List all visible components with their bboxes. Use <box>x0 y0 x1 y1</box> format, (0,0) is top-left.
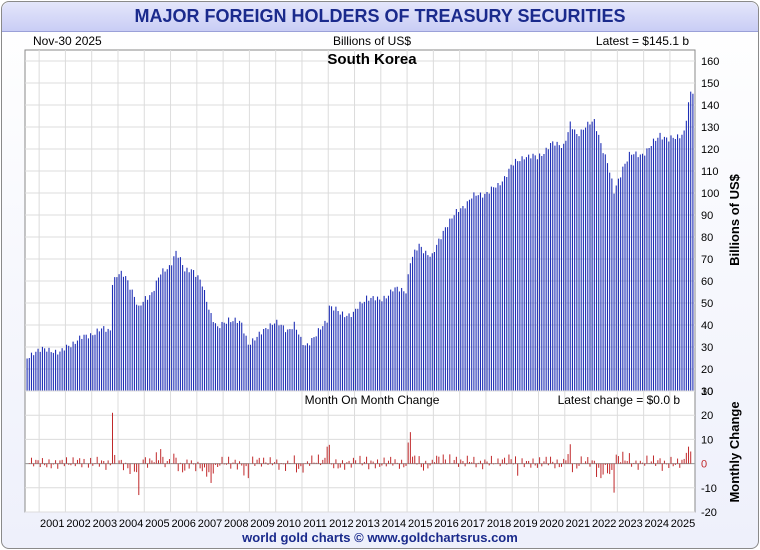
footer-credit: world gold charts © www.goldchartsrus.co… <box>242 530 518 545</box>
x-tick-label: 2011 <box>303 518 327 530</box>
x-tick-label: 2016 <box>434 518 458 530</box>
main-y-tick-label: 50 <box>701 298 713 310</box>
main-y-tick-label: 20 <box>701 364 713 376</box>
x-tick-label: 2005 <box>145 518 169 530</box>
x-tick-label: 2008 <box>224 518 248 530</box>
x-tick-label: 2004 <box>119 518 143 530</box>
x-tick-label: 2010 <box>277 518 301 530</box>
change-y-tick-label: 10 <box>701 434 713 446</box>
change-y-tick-label: 20 <box>701 410 713 422</box>
date-label: Nov-30 2025 <box>33 34 102 48</box>
change-y-tick-label: -10 <box>701 483 717 495</box>
main-y-tick-label: 150 <box>701 78 719 90</box>
change-y-tick-label: -20 <box>701 507 717 519</box>
units-label: Billions of US$ <box>333 34 411 48</box>
x-tick-label: 2002 <box>66 518 90 530</box>
main-y-tick-label: 70 <box>701 254 713 266</box>
change-bars <box>28 412 692 496</box>
main-y-tick-label: 30 <box>701 342 713 354</box>
change-plot-area <box>24 390 696 513</box>
change-y-tick-label: 30 <box>701 386 713 398</box>
main-y-tick-label: 90 <box>701 210 713 222</box>
main-y-tick-label: 40 <box>701 320 713 332</box>
x-tick-label: 2023 <box>618 518 642 530</box>
x-tick-label: 2024 <box>645 518 669 530</box>
main-y-tick-label: 120 <box>701 144 719 156</box>
latest-change-label: Latest change = $0.0 b <box>558 393 681 407</box>
main-y-tick-label: 100 <box>701 188 719 200</box>
x-tick-label: 2015 <box>408 518 432 530</box>
change-y-tick-label: 0 <box>701 459 707 471</box>
main-y-tick-label: 60 <box>701 276 713 288</box>
change-y-axis-ticks: -20 -10 0 10 20 30 <box>701 386 717 519</box>
main-y-axis-ticks: 10 20 30 40 50 60 70 80 90 100 110 120 130 140 150 160 <box>701 56 719 398</box>
x-tick-label: 2012 <box>329 518 353 530</box>
holdings-bars <box>26 91 694 391</box>
main-y-tick-label: 80 <box>701 232 713 244</box>
x-tick-label: 2001 <box>40 518 64 530</box>
x-tick-label: 2013 <box>355 518 379 530</box>
main-y-axis-label: Billions of US$ <box>727 173 742 266</box>
country-title: South Korea <box>327 51 417 68</box>
x-axis-year-labels: 2001 2002 2003 2004 2005 2006 2007 2008 2009 2010… <box>40 518 695 530</box>
x-tick-label: 2020 <box>539 518 563 530</box>
x-tick-label: 2006 <box>171 518 195 530</box>
x-tick-label: 2018 <box>487 518 511 530</box>
x-tick-label: 2017 <box>461 518 485 530</box>
x-tick-label: 2025 <box>671 518 695 530</box>
latest-value-label: Latest = $145.1 b <box>596 34 689 48</box>
page-title: MAJOR FOREIGN HOLDERS OF TREASURY SECURI… <box>2 2 758 32</box>
main-y-tick-label: 110 <box>701 166 719 178</box>
x-tick-label: 2014 <box>382 518 406 530</box>
x-tick-label: 2021 <box>566 518 590 530</box>
x-tick-label: 2007 <box>198 518 222 530</box>
main-y-tick-label: 160 <box>701 56 719 68</box>
change-panel-title: Month On Month Change <box>305 393 440 407</box>
main-y-tick-label: 140 <box>701 100 719 112</box>
change-y-axis-label: Monthly Change <box>727 401 742 502</box>
x-tick-label: 2009 <box>250 518 274 530</box>
x-tick-label: 2003 <box>93 518 117 530</box>
x-tick-label: 2022 <box>592 518 616 530</box>
main-y-tick-label: 130 <box>701 122 719 134</box>
x-tick-label: 2019 <box>513 518 537 530</box>
main-y-tick-label: 10 <box>701 386 713 398</box>
